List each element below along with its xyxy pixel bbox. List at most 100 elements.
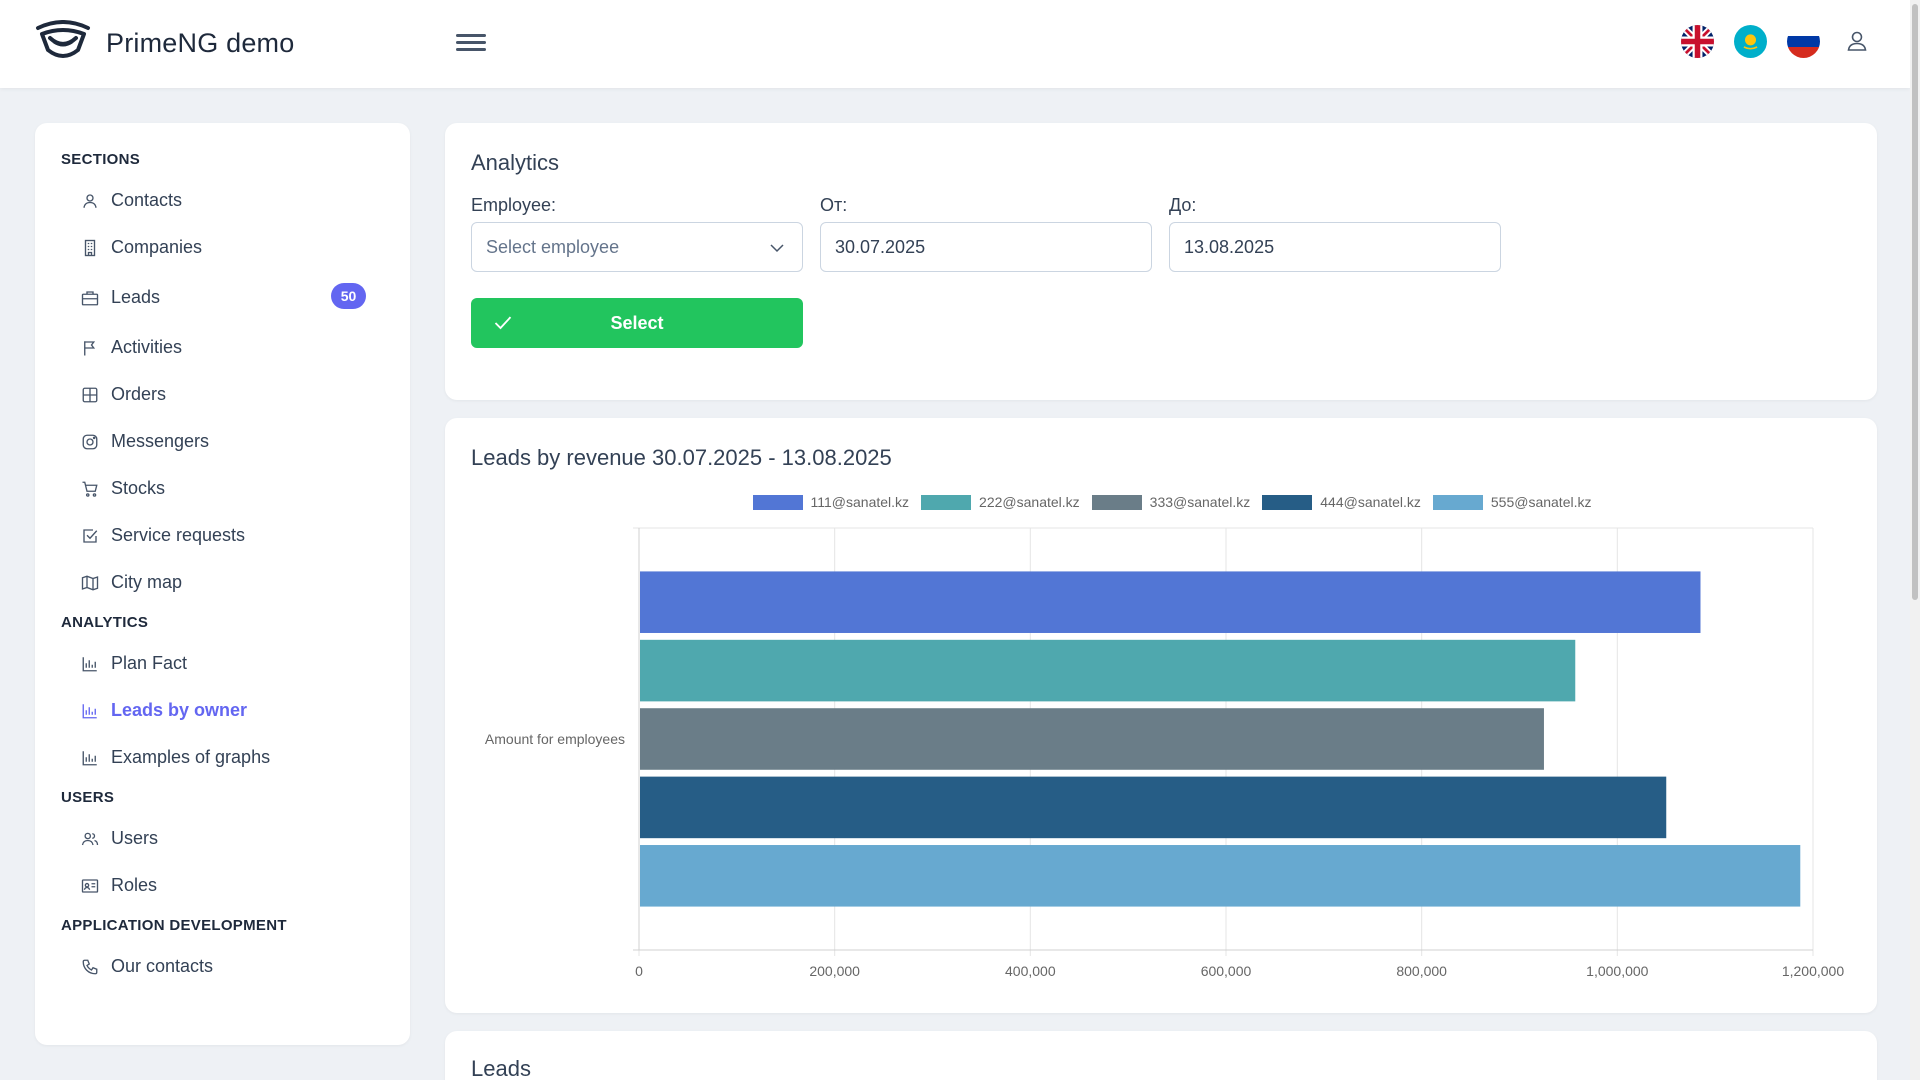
sidebar-item-companies[interactable]: Companies	[35, 224, 410, 271]
sidebar-item-stocks[interactable]: Stocks	[35, 465, 410, 512]
legend-label: 222@sanatel.kz	[979, 494, 1080, 510]
legend-label: 111@sanatel.kz	[810, 494, 910, 510]
legend-label: 555@sanatel.kz	[1490, 494, 1592, 510]
select-button[interactable]: Select	[471, 298, 803, 348]
flag-icon	[80, 338, 100, 358]
sidebar-item-leads-by-owner[interactable]: Leads by owner	[35, 687, 410, 734]
x-tick-label: 800,000	[1396, 963, 1447, 979]
employee-label: Employee:	[471, 195, 557, 215]
check-square-icon	[80, 526, 100, 546]
map-icon	[80, 573, 100, 593]
instagram-icon	[80, 432, 100, 452]
employee-select[interactable]: Select employee	[471, 222, 803, 272]
sidebar-item-label: Roles	[111, 875, 158, 895]
sidebar-item-examples-of-graphs[interactable]: Examples of graphs	[35, 734, 410, 781]
bar-2[interactable]	[640, 639, 1576, 702]
bar-1[interactable]	[640, 571, 1701, 633]
sidebar-item-label: Plan Fact	[111, 653, 188, 673]
sidebar-item-city-map[interactable]: City map	[35, 559, 410, 606]
from-date-label: От:	[820, 195, 848, 215]
to-date-label: До:	[1169, 195, 1197, 215]
page-scrollbar[interactable]	[1910, 0, 1920, 1080]
app-title: PrimeNG demo	[106, 27, 295, 58]
legend-label: 444@sanatel.kz	[1320, 494, 1421, 510]
leads-card: Leads	[445, 1031, 1877, 1080]
chart-bar-icon	[80, 654, 100, 674]
legend-item[interactable]: 222@sanatel.kz	[921, 494, 1080, 510]
sidebar-item-label: Users	[111, 828, 159, 848]
id-card-icon	[80, 876, 100, 896]
header-actions	[1681, 24, 1874, 58]
users-icon	[80, 829, 100, 849]
to-date-input[interactable]: 13.08.2025	[1169, 222, 1501, 272]
sidebar-item-plan-fact[interactable]: Plan Fact	[35, 640, 410, 687]
analytics-filter-card: Analytics Employee: Select employee От: …	[445, 123, 1877, 400]
sidebar-item-messengers[interactable]: Messengers	[35, 418, 410, 465]
uk-flag-icon[interactable]	[1681, 24, 1714, 58]
chart-legend: 111@sanatel.kz 222@sanatel.kz 333@sanatel.…	[445, 494, 1877, 510]
sidebar-item-orders[interactable]: Orders	[35, 371, 410, 418]
sidebar-item-our-contacts[interactable]: Our contacts	[35, 943, 410, 990]
table-icon	[80, 385, 100, 405]
from-date-value: 30.07.2025	[835, 236, 926, 257]
x-tick-label: 400,000	[1005, 963, 1056, 979]
sidebar-section-title: ANALYTICS	[61, 614, 149, 631]
legend-item[interactable]: 444@sanatel.kz	[1262, 494, 1421, 510]
cart-icon	[80, 479, 100, 499]
legend-item[interactable]: 333@sanatel.kz	[1091, 494, 1250, 510]
bar-3[interactable]	[640, 708, 1544, 770]
app-logo[interactable]: PrimeNG demo	[34, 20, 294, 66]
user-profile-icon[interactable]	[1840, 24, 1874, 58]
sidebar-item-label: City map	[111, 572, 183, 592]
x-tick-label: 1,000,000	[1586, 963, 1648, 979]
select-button-label: Select	[610, 312, 664, 333]
legend-item[interactable]: 111@sanatel.kz	[752, 494, 910, 510]
sidebar-item-service-requests[interactable]: Service requests	[35, 512, 410, 559]
sidebar-item-label: Activities	[111, 337, 183, 357]
sidebar-item-activities[interactable]: Activities	[35, 324, 410, 371]
legend-swatch	[1262, 494, 1313, 510]
scrollbar-thumb[interactable]	[1912, 4, 1918, 600]
phone-icon	[80, 957, 100, 977]
employee-select-placeholder: Select employee	[486, 236, 620, 257]
sidebar-section-title: USERS	[61, 789, 115, 806]
leads-count-badge: 50	[331, 283, 366, 309]
sidebar-item-users[interactable]: Users	[35, 815, 410, 862]
logo-icon	[36, 20, 90, 58]
to-date-value: 13.08.2025	[1184, 236, 1275, 257]
hamburger-icon-line	[456, 34, 486, 37]
sidebar-item-label: Leads	[111, 287, 161, 307]
sidebar-item-label: Messengers	[111, 431, 210, 451]
menu-toggle-button[interactable]	[456, 30, 486, 58]
chart-bar-icon	[80, 748, 100, 768]
sidebar-item-label: Stocks	[111, 478, 166, 498]
kz-flag-icon[interactable]	[1734, 24, 1767, 58]
card-title: Analytics	[471, 150, 560, 175]
y-category-label: Amount for employees	[485, 731, 625, 747]
bar-5[interactable]	[640, 845, 1801, 907]
sidebar-item-label: Our contacts	[111, 956, 214, 976]
chevron-down-icon	[770, 244, 784, 253]
leads-card-title: Leads	[471, 1056, 531, 1080]
chart-title: Leads by revenue 30.07.2025 - 13.08.2025	[471, 445, 892, 470]
x-tick-label: 1,200,000	[1782, 963, 1844, 979]
sidebar-item-label: Service requests	[111, 525, 246, 545]
sidebar-item-label: Leads by owner	[111, 700, 248, 720]
from-date-input[interactable]: 30.07.2025	[820, 222, 1152, 272]
legend-item[interactable]: 555@sanatel.kz	[1432, 494, 1592, 510]
hamburger-icon-line	[456, 41, 486, 44]
sidebar-item-label: Contacts	[111, 190, 183, 210]
briefcase-icon	[80, 288, 100, 308]
legend-swatch	[1091, 494, 1142, 510]
building-icon	[80, 238, 100, 258]
x-tick-label: 600,000	[1201, 963, 1252, 979]
sidebar-item-contacts[interactable]: Contacts	[35, 177, 410, 224]
sidebar-item-leads[interactable]: Leads 50	[35, 271, 410, 324]
bar-chart: 0 200,000 400,000 600,000 800,000 1,000,000 1,…	[485, 527, 1844, 979]
sidebar-item-roles[interactable]: Roles	[35, 862, 410, 909]
bar-4[interactable]	[640, 776, 1667, 839]
sidebar-item-label: Examples of graphs	[111, 747, 271, 767]
legend-swatch	[752, 494, 803, 510]
hamburger-icon-line	[456, 48, 486, 51]
ru-flag-icon[interactable]	[1787, 24, 1820, 58]
